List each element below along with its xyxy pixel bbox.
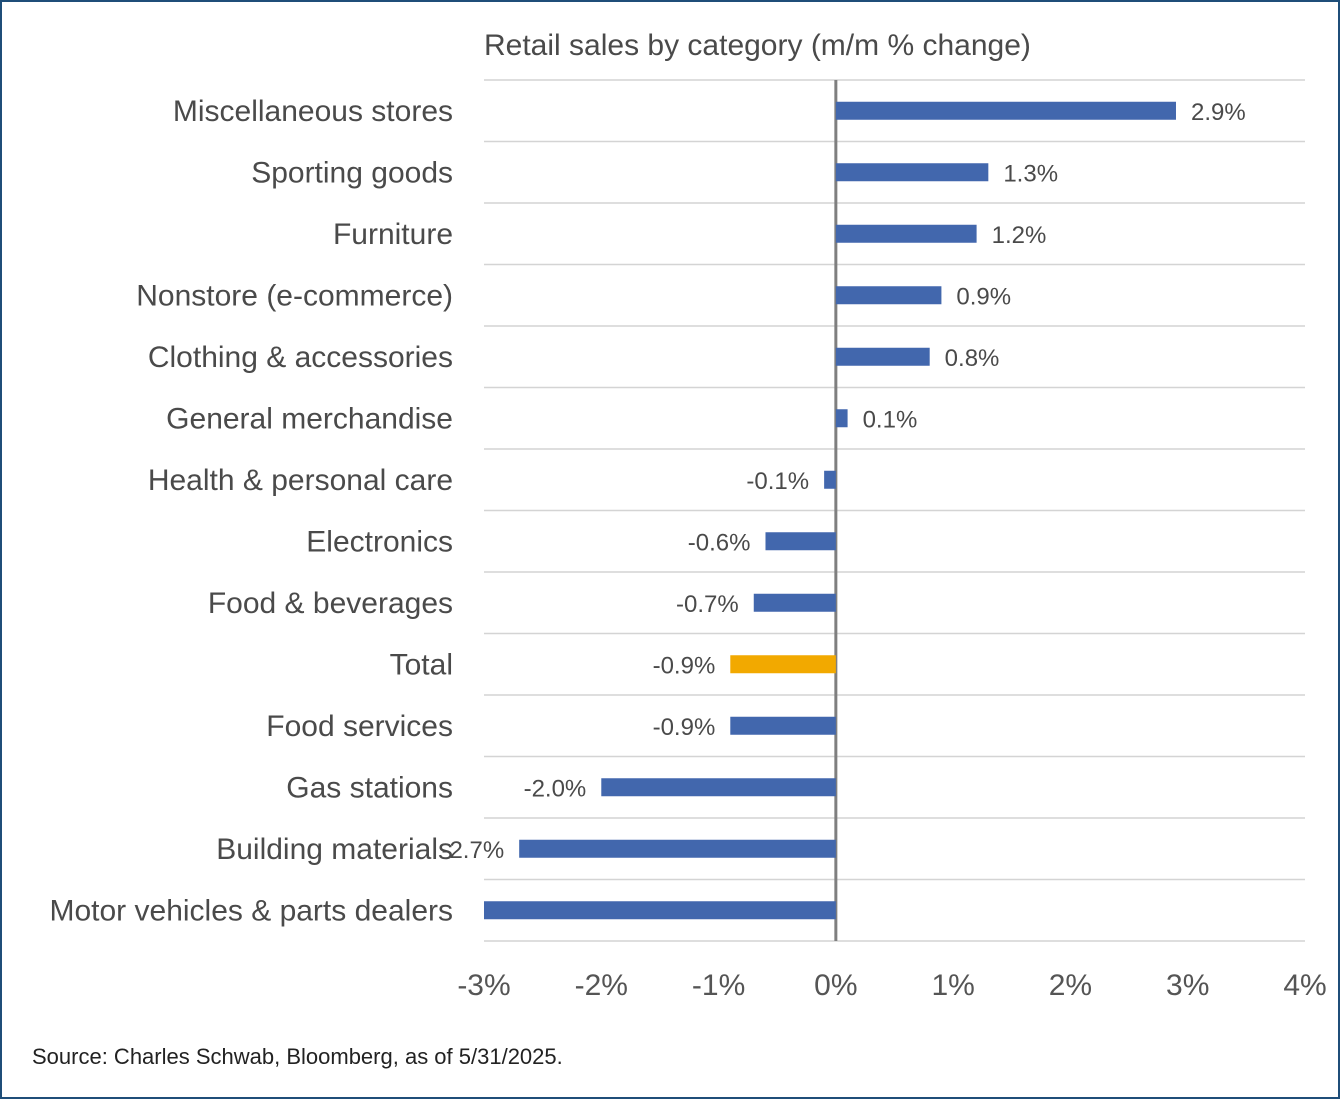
bar-sporting-goods [835,163,989,182]
source-note: Source: Charles Schwab, Bloomberg, as of… [32,1044,563,1069]
category-label: Food services [266,710,453,743]
category-label: Clothing & accessories [148,341,453,374]
category-label: Gas stations [286,771,453,804]
x-tick-label: -2% [575,969,628,1002]
x-tick-label: 3% [1166,969,1209,1002]
value-label: -0.9% [653,714,716,741]
x-tick-label: 4% [1283,969,1326,1002]
category-label: Building materials [216,833,453,866]
bar-nonstore-e-commerce [835,286,942,305]
bar-clothing-accessories [835,347,930,366]
value-label: 1.3% [1003,160,1058,187]
bar-motor-vehicles-parts-dealers [484,901,836,920]
value-label: -2.7% [441,837,504,864]
x-tick-label: -3% [457,969,510,1002]
bar-gas-stations [601,778,836,797]
value-label: -0.7% [676,591,739,618]
category-label: Sporting goods [251,156,453,189]
value-label: -0.6% [688,529,751,556]
chart-title: Retail sales by category (m/m % change) [484,29,1031,62]
category-label: Nonstore (e-commerce) [136,279,453,312]
bar-food-services [730,716,836,735]
value-labels: 2.9% 1.3% 1.2% 0.9% 0.8% 0.1% -0.1% -0.6% -0.7% -… [441,99,1245,864]
category-label: Electronics [306,525,453,558]
x-tick-label: -1% [692,969,745,1002]
x-tick-label: 1% [931,969,974,1002]
category-label: Food & beverages [208,587,453,620]
value-label: 1.2% [992,222,1047,249]
gridlines [484,79,1305,942]
category-label: Total [390,648,453,681]
bar-electronics [765,532,836,551]
bar-miscellaneous-stores [835,101,1176,120]
value-label: 2.9% [1191,99,1246,126]
x-tick-label: 0% [814,969,857,1002]
value-label: 0.8% [945,345,1000,372]
bar-general-merchandise [835,409,848,428]
value-label: -0.9% [653,652,716,679]
value-label: -2.0% [524,775,587,802]
bars [484,101,1176,920]
category-label: Miscellaneous stores [173,95,453,128]
value-label: 0.1% [863,406,918,433]
x-axis-ticks: -3% -2% -1% 0% 1% 2% 3% 4% [457,969,1326,1002]
bar-total [730,655,836,674]
retail-sales-bar-chart: Retail sales by category (m/m % change) … [49,29,1326,1002]
category-labels: Miscellaneous stores Sporting goods Furnit… [49,95,453,928]
bar-food-beverages [753,593,836,612]
category-label: Motor vehicles & parts dealers [49,894,453,927]
bar-building-materials [519,839,836,858]
category-label: Furniture [333,218,453,251]
x-tick-label: 2% [1049,969,1092,1002]
value-label: -0.1% [746,468,809,495]
bar-furniture [835,224,977,243]
value-label: 0.9% [956,283,1011,310]
bar-health-personal-care [824,470,836,489]
category-label: Health & personal care [148,464,453,497]
category-label: General merchandise [166,402,453,435]
